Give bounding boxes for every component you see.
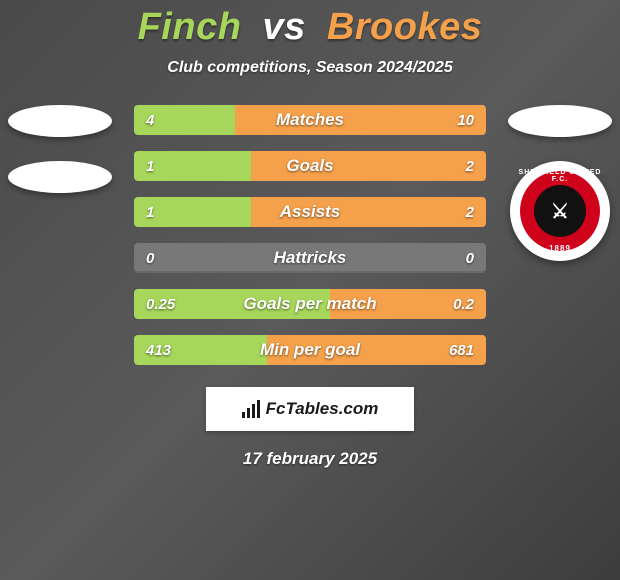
title-player1: Finch [138,6,242,48]
stat-bar-label: Matches [134,105,486,135]
comparison-bars: Matches410Goals12Assists12Hattricks00Goa… [134,105,486,365]
infographic-root: Finch vs Brookes Club competitions, Seas… [0,0,620,469]
stat-bar-left-value: 0 [146,243,154,273]
stat-bar-right-value: 10 [457,105,474,135]
crossed-swords-icon: ⚔ [551,199,569,224]
stat-bar-right-value: 0 [466,243,474,273]
branding-text: FcTables.com [266,399,379,419]
stat-bar: Assists1 2 [134,197,486,227]
title-player2: Brookes [327,6,483,48]
stat-bar-left-value: 1 [146,151,154,181]
player2-badge-placeholder [508,105,612,137]
generated-date: 17 february 2025 [0,449,620,469]
stat-bar-left-value: 0.25 [146,289,175,319]
stat-bar-right-value: 681 [449,335,474,365]
stat-bar-right-value: 0.2 [453,289,474,319]
stat-bar: Hattricks0 0 [134,243,486,273]
crest-year: 1889 [510,244,610,253]
comparison-stage: SHEFFIELD UNITED F.C. ⚔ 1889 Matches410G… [0,105,620,365]
stat-bar-label: Min per goal [134,335,486,365]
player1-club-placeholder [8,161,112,193]
stat-bar-label: Hattricks [134,243,486,273]
bar-chart-icon [242,400,260,418]
stat-bar: Goals per match0.25 0.2 [134,289,486,319]
stat-bar: Min per goal413 681 [134,335,486,365]
sheffield-united-crest-icon: SHEFFIELD UNITED F.C. ⚔ 1889 [510,161,610,261]
crest-center: ⚔ [534,185,586,237]
stat-bar-label: Goals [134,151,486,181]
stat-bar: Matches4 10 [134,105,486,135]
stat-bar-right-value: 2 [466,151,474,181]
player1-badge-placeholder [8,105,112,137]
stat-bar-label: Assists [134,197,486,227]
stat-bar: Goals1 2 [134,151,486,181]
page-title: Finch vs Brookes [0,6,620,49]
stat-bar-label: Goals per match [134,289,486,319]
stat-bar-right-value: 2 [466,197,474,227]
stat-bar-left-value: 4 [146,105,154,135]
stat-bar-left-value: 1 [146,197,154,227]
right-badge-column: SHEFFIELD UNITED F.C. ⚔ 1889 [508,105,612,261]
left-badge-column [8,105,112,193]
stat-bar-left-value: 413 [146,335,171,365]
title-vs: vs [262,6,305,48]
subtitle: Club competitions, Season 2024/2025 [0,59,620,77]
branding-badge: FcTables.com [206,387,414,431]
crest-club-name: SHEFFIELD UNITED F.C. [510,169,610,183]
